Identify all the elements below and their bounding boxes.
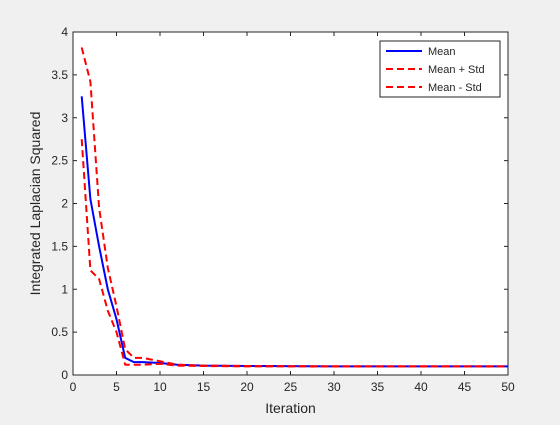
axes-layer: 0 5 10 15 20 25 30 35 40 45 50 0 0.5 1 1.5 2 2.5 3 3.5 4 bbox=[51, 25, 515, 394]
legend-label-1: Mean + Std bbox=[428, 64, 485, 76]
series-layer bbox=[80, 47, 508, 368]
x-tick-label: 30 bbox=[327, 380, 341, 394]
x-tick-label: 35 bbox=[371, 380, 385, 394]
x-tick-label: 20 bbox=[240, 380, 254, 394]
x-tick-label: 0 bbox=[70, 380, 77, 394]
legend-label-2: Mean - Std bbox=[428, 82, 482, 94]
y-tick-label: 0 bbox=[61, 368, 68, 382]
series-line-2 bbox=[80, 139, 508, 368]
y-tick-label: 2.5 bbox=[51, 154, 68, 168]
y-axis-label: Integrated Laplacian Squared bbox=[27, 112, 43, 296]
x-tick-label: 40 bbox=[414, 380, 428, 394]
x-axis-label: Iteration bbox=[265, 400, 316, 416]
x-tick-label: 10 bbox=[153, 380, 167, 394]
legend: Mean Mean + Std Mean - Std bbox=[379, 40, 501, 98]
x-tick-label: 50 bbox=[501, 380, 515, 394]
x-tick-label: 25 bbox=[284, 380, 298, 394]
y-tick-label: 4 bbox=[61, 25, 68, 39]
y-tick-label: 1.5 bbox=[51, 239, 68, 253]
y-tick-label: 0.5 bbox=[51, 325, 68, 339]
x-tick-label: 15 bbox=[197, 380, 211, 394]
x-tick-label: 45 bbox=[458, 380, 472, 394]
y-tick-label: 3 bbox=[61, 111, 68, 125]
x-tick-label: 5 bbox=[113, 380, 120, 394]
y-tick-label: 3.5 bbox=[51, 68, 68, 82]
legend-label-0: Mean bbox=[428, 46, 456, 58]
y-tick-label: 2 bbox=[61, 197, 68, 211]
y-tick-label: 1 bbox=[61, 282, 68, 296]
